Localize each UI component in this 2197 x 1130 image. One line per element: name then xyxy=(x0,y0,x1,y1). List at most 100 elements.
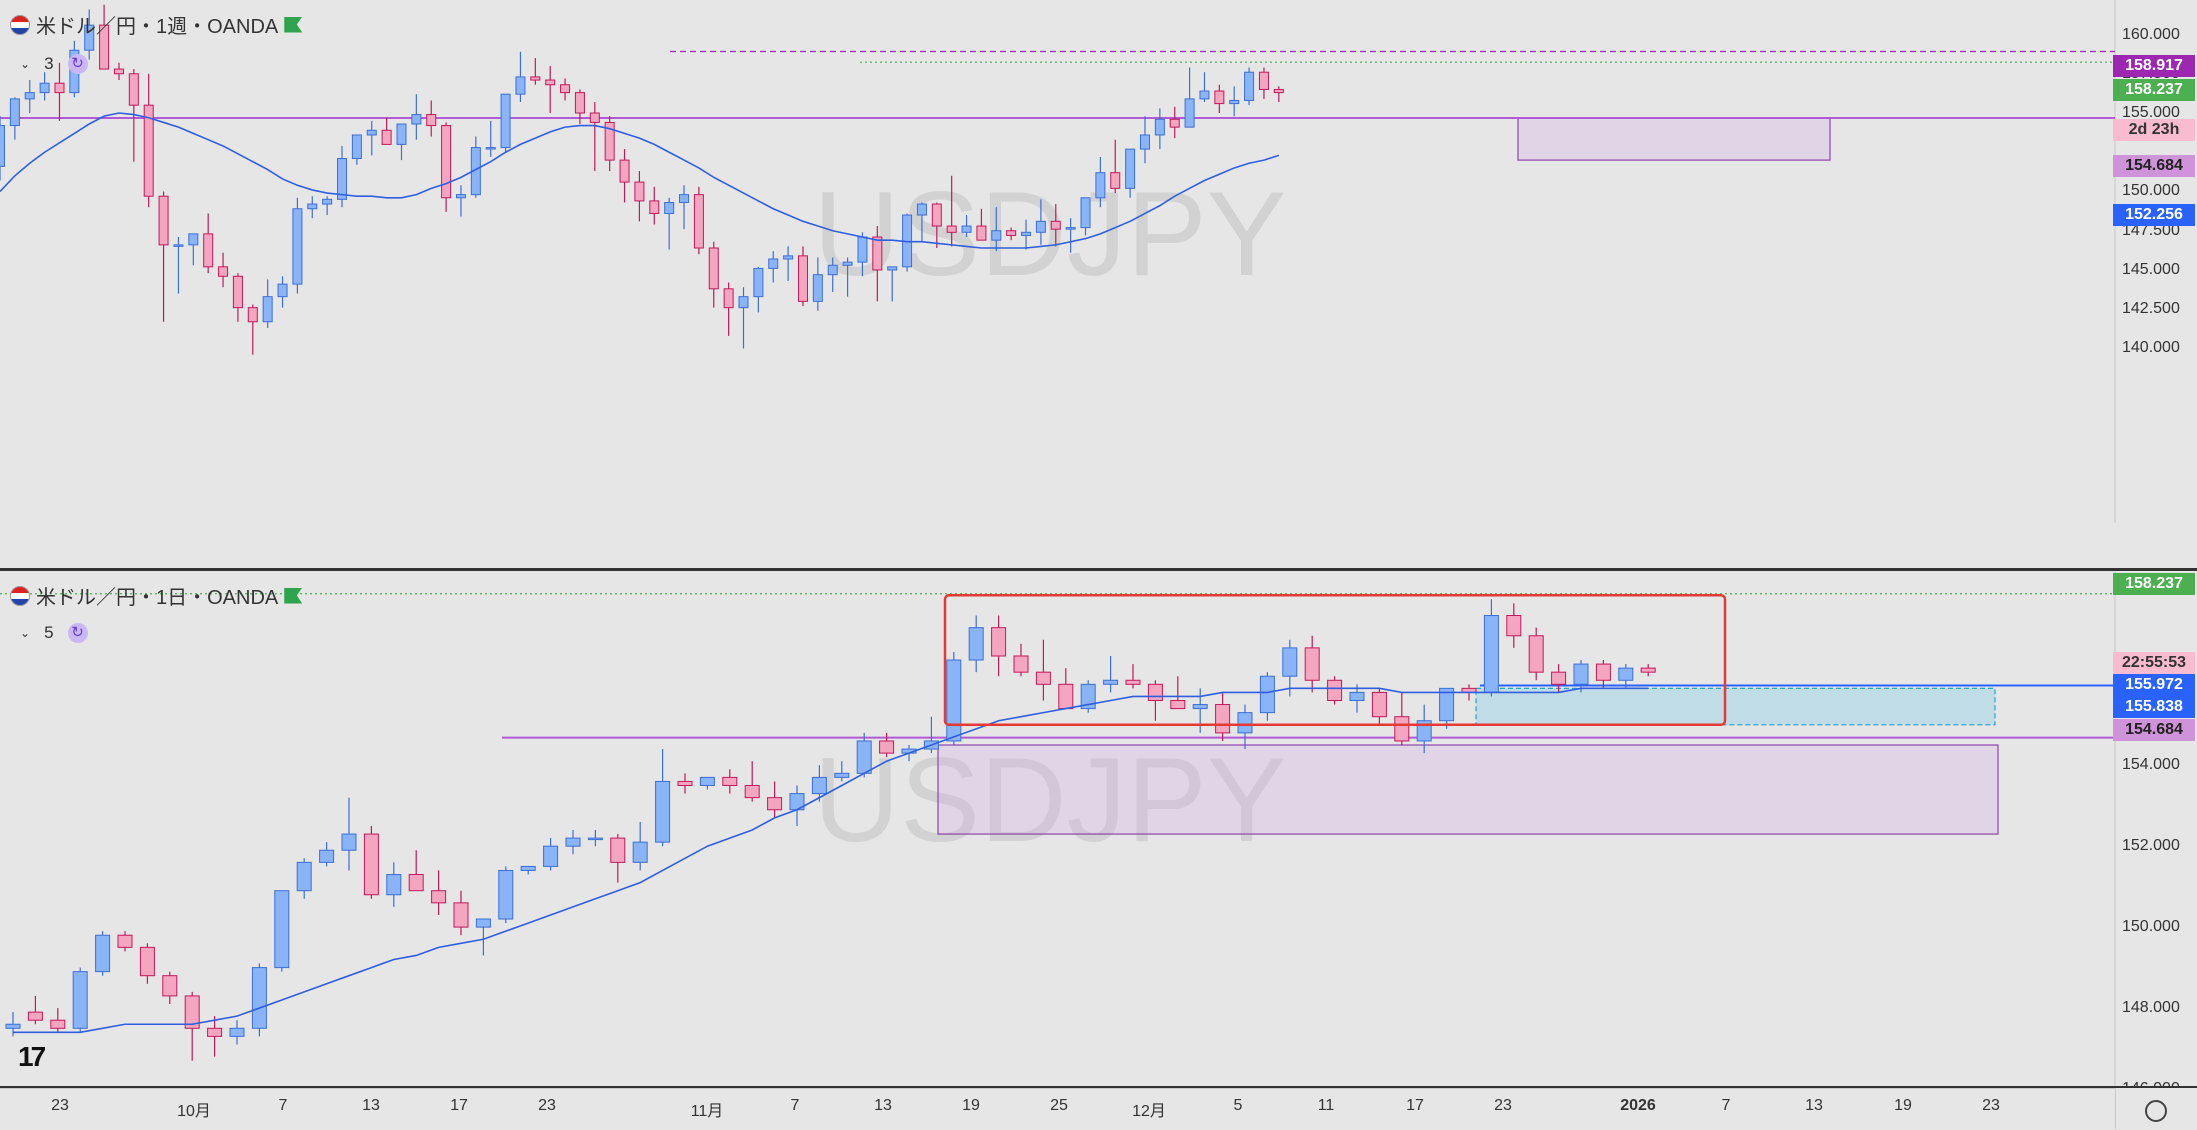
sync-icon[interactable]: ↻ xyxy=(67,623,88,643)
candle-up xyxy=(991,207,1002,252)
zone-box xyxy=(1475,687,1996,726)
candle-body xyxy=(27,1011,43,1021)
candle-body xyxy=(1327,679,1343,701)
candle-body xyxy=(879,740,895,754)
candle-up xyxy=(229,1020,245,1045)
candle-body xyxy=(543,845,559,867)
price-label: 154.684 xyxy=(2113,719,2195,741)
candle-body xyxy=(961,225,972,233)
candle-body xyxy=(229,1027,245,1037)
daily-indicator-toggle[interactable]: ⌄ 5 ↻ xyxy=(20,623,88,643)
candle-up xyxy=(768,251,779,283)
weekly-chart-canvas[interactable]: USDJPY xyxy=(0,0,2197,523)
candle-up xyxy=(811,765,827,802)
candle-down xyxy=(247,304,258,355)
candle-body xyxy=(274,890,290,969)
candle-down xyxy=(797,246,808,307)
candle-down xyxy=(1170,676,1186,710)
candle-body xyxy=(812,274,823,302)
gear-icon[interactable] xyxy=(2145,1100,2167,1122)
candle-down xyxy=(1125,664,1141,689)
candle-body xyxy=(565,837,581,847)
candle-body xyxy=(1139,134,1150,150)
daily-time-axis[interactable]: 23 10月 7 13 17 23 11月 7 13 19 25 12月 5 11 17 23 2026 7 13 1… xyxy=(0,1088,2115,1130)
candle-body xyxy=(887,266,898,271)
candle-body xyxy=(1080,683,1096,710)
candle-body xyxy=(1259,675,1275,714)
candle-body xyxy=(1192,704,1208,710)
candle-body xyxy=(1110,172,1121,189)
candle-body xyxy=(649,200,660,214)
candle-up xyxy=(262,279,273,329)
candle-body xyxy=(545,79,556,86)
candle-down xyxy=(931,202,942,248)
candle-up xyxy=(543,838,559,871)
candle-up xyxy=(1125,148,1136,198)
candle-body xyxy=(738,296,749,309)
candle-body xyxy=(574,92,585,114)
weekly-chart-pane[interactable]: USDJPY 米ドル／円・1週・OANDA ⌄ 3 ↻ 月6月7月8月9月10月… xyxy=(0,0,2197,523)
candle-body xyxy=(1244,71,1255,101)
candle-up xyxy=(827,257,838,292)
candle-body xyxy=(708,247,719,290)
time-axis-tick: 5 xyxy=(1233,1097,1243,1114)
candle-body xyxy=(426,114,437,127)
candle-down xyxy=(1528,627,1544,681)
candle-body xyxy=(1394,716,1410,742)
candle-up xyxy=(812,257,823,311)
candle-up xyxy=(961,215,972,238)
candle-down xyxy=(708,241,719,308)
price-label: 152.256 xyxy=(2113,204,2195,226)
candle-body xyxy=(218,266,229,277)
candle-body xyxy=(1640,667,1656,673)
candle-up xyxy=(1184,67,1195,128)
candle-body xyxy=(500,93,511,149)
price-axis-tick: 148.000 xyxy=(2122,999,2180,1017)
candle-down xyxy=(431,870,447,915)
candle-down xyxy=(976,208,987,241)
candle-body xyxy=(1528,635,1544,673)
pane-divider[interactable] xyxy=(0,523,2197,568)
candle-down xyxy=(991,615,1007,677)
candle-body xyxy=(1065,227,1076,230)
tradingview-logo[interactable]: 17 xyxy=(18,1041,46,1072)
candle-down xyxy=(203,213,214,274)
daily-chart-pane[interactable]: USDJPY 米ドル／円・1日・OANDA ⌄ 5 ↻ 17 154.000 15… xyxy=(0,568,2197,1088)
candle-body xyxy=(1214,90,1225,105)
candle-up xyxy=(39,72,50,101)
candle-down xyxy=(50,1008,66,1033)
candle-body xyxy=(946,225,957,233)
candle-body xyxy=(1349,691,1365,701)
axis-settings-corner[interactable] xyxy=(2115,1088,2197,1129)
candle-body xyxy=(113,68,124,75)
candle-body xyxy=(485,147,496,150)
market-status-flag-icon xyxy=(284,16,303,33)
candle-body xyxy=(587,837,603,841)
candle-down xyxy=(99,4,110,70)
chevron-down-icon: ⌄ xyxy=(20,57,31,71)
candle-body xyxy=(827,264,838,276)
daily-symbol-title: 米ドル／円・1日・OANDA xyxy=(36,587,279,609)
candle-up xyxy=(277,276,288,308)
candle-body xyxy=(1618,667,1634,681)
time-axis-tick: 17 xyxy=(450,1097,468,1114)
candle-up xyxy=(173,237,184,294)
candle-up xyxy=(396,123,407,161)
price-axis-tick: 142.500 xyxy=(2122,300,2180,318)
sync-icon[interactable]: ↻ xyxy=(67,54,88,74)
candle-up xyxy=(916,202,927,242)
time-axis-tick: 23 xyxy=(51,1097,69,1114)
candle-down xyxy=(634,171,645,222)
candle-down xyxy=(767,781,783,818)
candle-up xyxy=(842,257,853,297)
time-axis-tick: 11 xyxy=(1317,1097,1335,1114)
candle-body xyxy=(664,201,675,214)
candle-up xyxy=(307,196,318,219)
candle-body xyxy=(768,258,779,269)
candle-body xyxy=(783,255,794,260)
daily-chart-canvas[interactable]: USDJPY xyxy=(0,571,2197,1088)
candle-body xyxy=(341,833,357,851)
candle-body xyxy=(1215,704,1231,734)
price-label: 158.237 xyxy=(2113,79,2195,101)
weekly-indicator-toggle[interactable]: ⌄ 3 ↻ xyxy=(20,54,88,74)
